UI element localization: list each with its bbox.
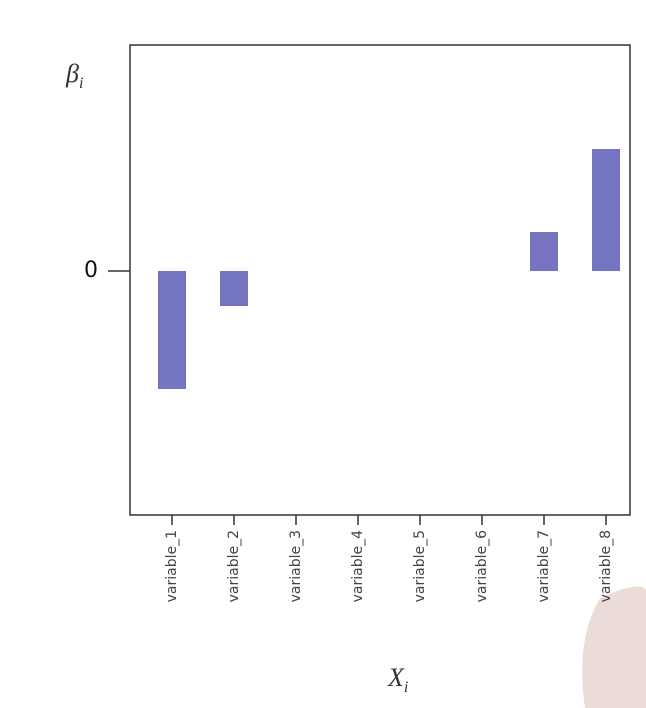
y-tick-label: 0 — [84, 258, 98, 283]
y-axis-label: βi — [65, 59, 83, 92]
x-tick-label: variable_8 — [598, 530, 614, 602]
bar — [592, 149, 620, 271]
y-label-subscript: i — [79, 75, 83, 92]
x-tick-label: variable_3 — [288, 530, 304, 602]
x-tick-label: variable_6 — [474, 530, 490, 602]
x-tick-label: variable_1 — [164, 530, 180, 602]
bar — [530, 232, 558, 271]
x-axis-label: Xi — [387, 663, 408, 696]
x-tick-label: variable_7 — [536, 530, 552, 602]
bar — [220, 271, 248, 306]
bar — [158, 271, 186, 389]
x-tick-label: variable_5 — [412, 530, 428, 602]
x-label-subscript: i — [404, 679, 408, 696]
y-label-symbol: β — [65, 59, 79, 88]
presenter — [582, 586, 646, 708]
plot-frame — [129, 44, 631, 516]
x-tick-label: variable_4 — [350, 530, 366, 602]
x-tick-label: variable_2 — [226, 530, 242, 602]
x-label-symbol: X — [387, 663, 405, 692]
